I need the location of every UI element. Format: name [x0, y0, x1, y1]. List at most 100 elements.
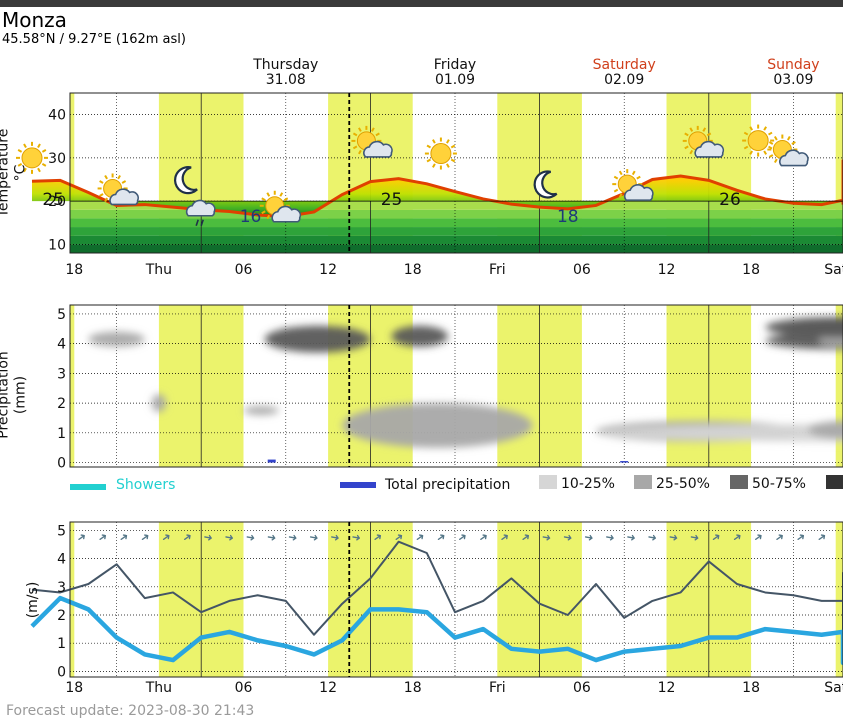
time-tick-top: Thu — [145, 262, 172, 278]
legend-swatch-p1 — [539, 475, 557, 489]
sun-disc — [21, 147, 43, 169]
precipitation-tick: 2 — [57, 396, 66, 412]
day-date: 31.08 — [266, 72, 306, 88]
wind-tick: 2 — [57, 608, 66, 624]
sun-ray — [104, 197, 108, 202]
time-tick-bottom: 18 — [404, 680, 422, 696]
precipitation-tick: 5 — [57, 307, 66, 323]
cloud-shape — [185, 199, 216, 217]
sun-icon — [742, 124, 775, 157]
sun-ray — [618, 193, 623, 198]
sun-ray — [768, 131, 773, 136]
sun-ray — [689, 127, 694, 132]
rain-drop — [200, 219, 204, 227]
time-tick-bottom: 12 — [319, 680, 337, 696]
temperature-label: 25 — [42, 190, 64, 210]
sun-ray — [768, 154, 774, 158]
sun-disc — [747, 130, 769, 152]
wind-arrow: ➜ — [224, 530, 235, 544]
temperature-tick: 10 — [48, 237, 66, 253]
time-tick-top: 12 — [658, 262, 676, 278]
time-tick-bottom: 12 — [658, 680, 676, 696]
day-date: 03.09 — [773, 72, 813, 88]
legend-label-p3: 50-75% — [752, 476, 806, 492]
cloud-shape — [271, 205, 302, 223]
daylight-band — [70, 305, 75, 467]
moon-icon — [173, 166, 198, 195]
sun-ray — [450, 158, 456, 163]
temperature-tick: 30 — [48, 151, 66, 167]
day-name: Sunday — [767, 57, 819, 73]
wind-tick: 0 — [57, 664, 66, 680]
sun-ray — [749, 150, 754, 155]
cloud-sun-icon — [351, 125, 393, 158]
time-tick-bottom: 06 — [573, 680, 591, 696]
time-tick-bottom: Sat — [824, 680, 843, 696]
wind-arrow: ➜ — [476, 529, 491, 545]
legend-label-p1: 10-25% — [561, 476, 615, 492]
temperature-band — [70, 227, 843, 236]
legend-swatch-p2 — [634, 475, 652, 489]
time-tick-top: 18 — [742, 262, 760, 278]
sun-ray — [261, 197, 266, 202]
wind-arrow: ➜ — [751, 529, 766, 545]
moon-shape — [173, 166, 198, 195]
sun-ray — [763, 126, 768, 131]
sun-ray — [37, 167, 41, 173]
panel-border-2 — [69, 304, 843, 468]
daylight-band — [70, 522, 75, 677]
legend-total-label: Total precipitation — [384, 477, 510, 493]
sun-ray — [352, 132, 358, 137]
rain-cloud-icon — [185, 199, 216, 227]
location-coordinates: 45.58°N / 9.27°E (162m asl) — [2, 32, 186, 47]
precipitation-tick: 1 — [57, 426, 66, 442]
wind-arrows: ➜ ➜ ➜ ➜ ➜ ➜ ➜ ➜ ➜ ➜ ➜ ➜ ➜ ➜ ➜ ➜ ➜ ➜ ➜ ➜ ➜ ➜ ➜ ➜ ➜ ➜ ➜ ➜ ➜ ➜ ➜ ➜ ➜ ➜ ➜ ➜ — [74, 529, 829, 545]
daylight-band — [835, 522, 843, 677]
wind-arrow: ➜ — [689, 530, 700, 544]
sun-ray — [266, 214, 271, 220]
sun-ray — [613, 188, 619, 193]
legend-swatch-p4 — [826, 475, 843, 489]
wind-arrow: ➜ — [266, 530, 277, 544]
sun-ray — [17, 162, 23, 167]
wind-arrow: ➜ — [604, 530, 615, 544]
probability-blob — [599, 423, 843, 442]
sun-ray — [23, 167, 27, 173]
sun-ray — [117, 174, 121, 180]
probability-blob — [151, 394, 166, 413]
sun-ray — [121, 180, 127, 184]
sun-ray — [432, 163, 436, 168]
sun-disc — [430, 143, 452, 165]
sun-ray — [283, 197, 289, 202]
probability-blob — [243, 406, 279, 415]
probability-blob — [88, 331, 145, 347]
panel-border-1 — [69, 92, 843, 254]
wind-tick: 5 — [57, 523, 66, 539]
sun-ray — [684, 145, 689, 150]
daylight-band — [70, 93, 75, 253]
wind-arrow: ➜ — [287, 530, 298, 544]
wind-arrow: ➜ — [455, 529, 470, 545]
probability-blob — [786, 319, 843, 332]
wind-gust-line — [31, 540, 843, 636]
sun-ray — [266, 192, 271, 197]
wind-arrow: ➜ — [583, 530, 594, 544]
sun-ray — [706, 132, 712, 137]
time-tick-top: 18 — [404, 262, 422, 278]
legend-total-swatch — [340, 482, 376, 488]
temperature-band — [70, 244, 843, 253]
cloud-shape — [694, 140, 725, 158]
sun-icon — [16, 141, 48, 174]
wind-arrow: ➜ — [668, 530, 679, 544]
sun-ray — [426, 158, 432, 163]
sun-ray — [104, 174, 108, 180]
precipitation-axis-label: (mm) — [13, 376, 29, 414]
probability-blob — [264, 325, 371, 353]
wind-arrow: ➜ — [562, 530, 573, 544]
cloud-sun-icon — [767, 134, 809, 167]
total-precip-bar — [267, 459, 276, 463]
temperature-tick: 40 — [48, 108, 66, 124]
temperature-label: 25 — [381, 190, 403, 210]
